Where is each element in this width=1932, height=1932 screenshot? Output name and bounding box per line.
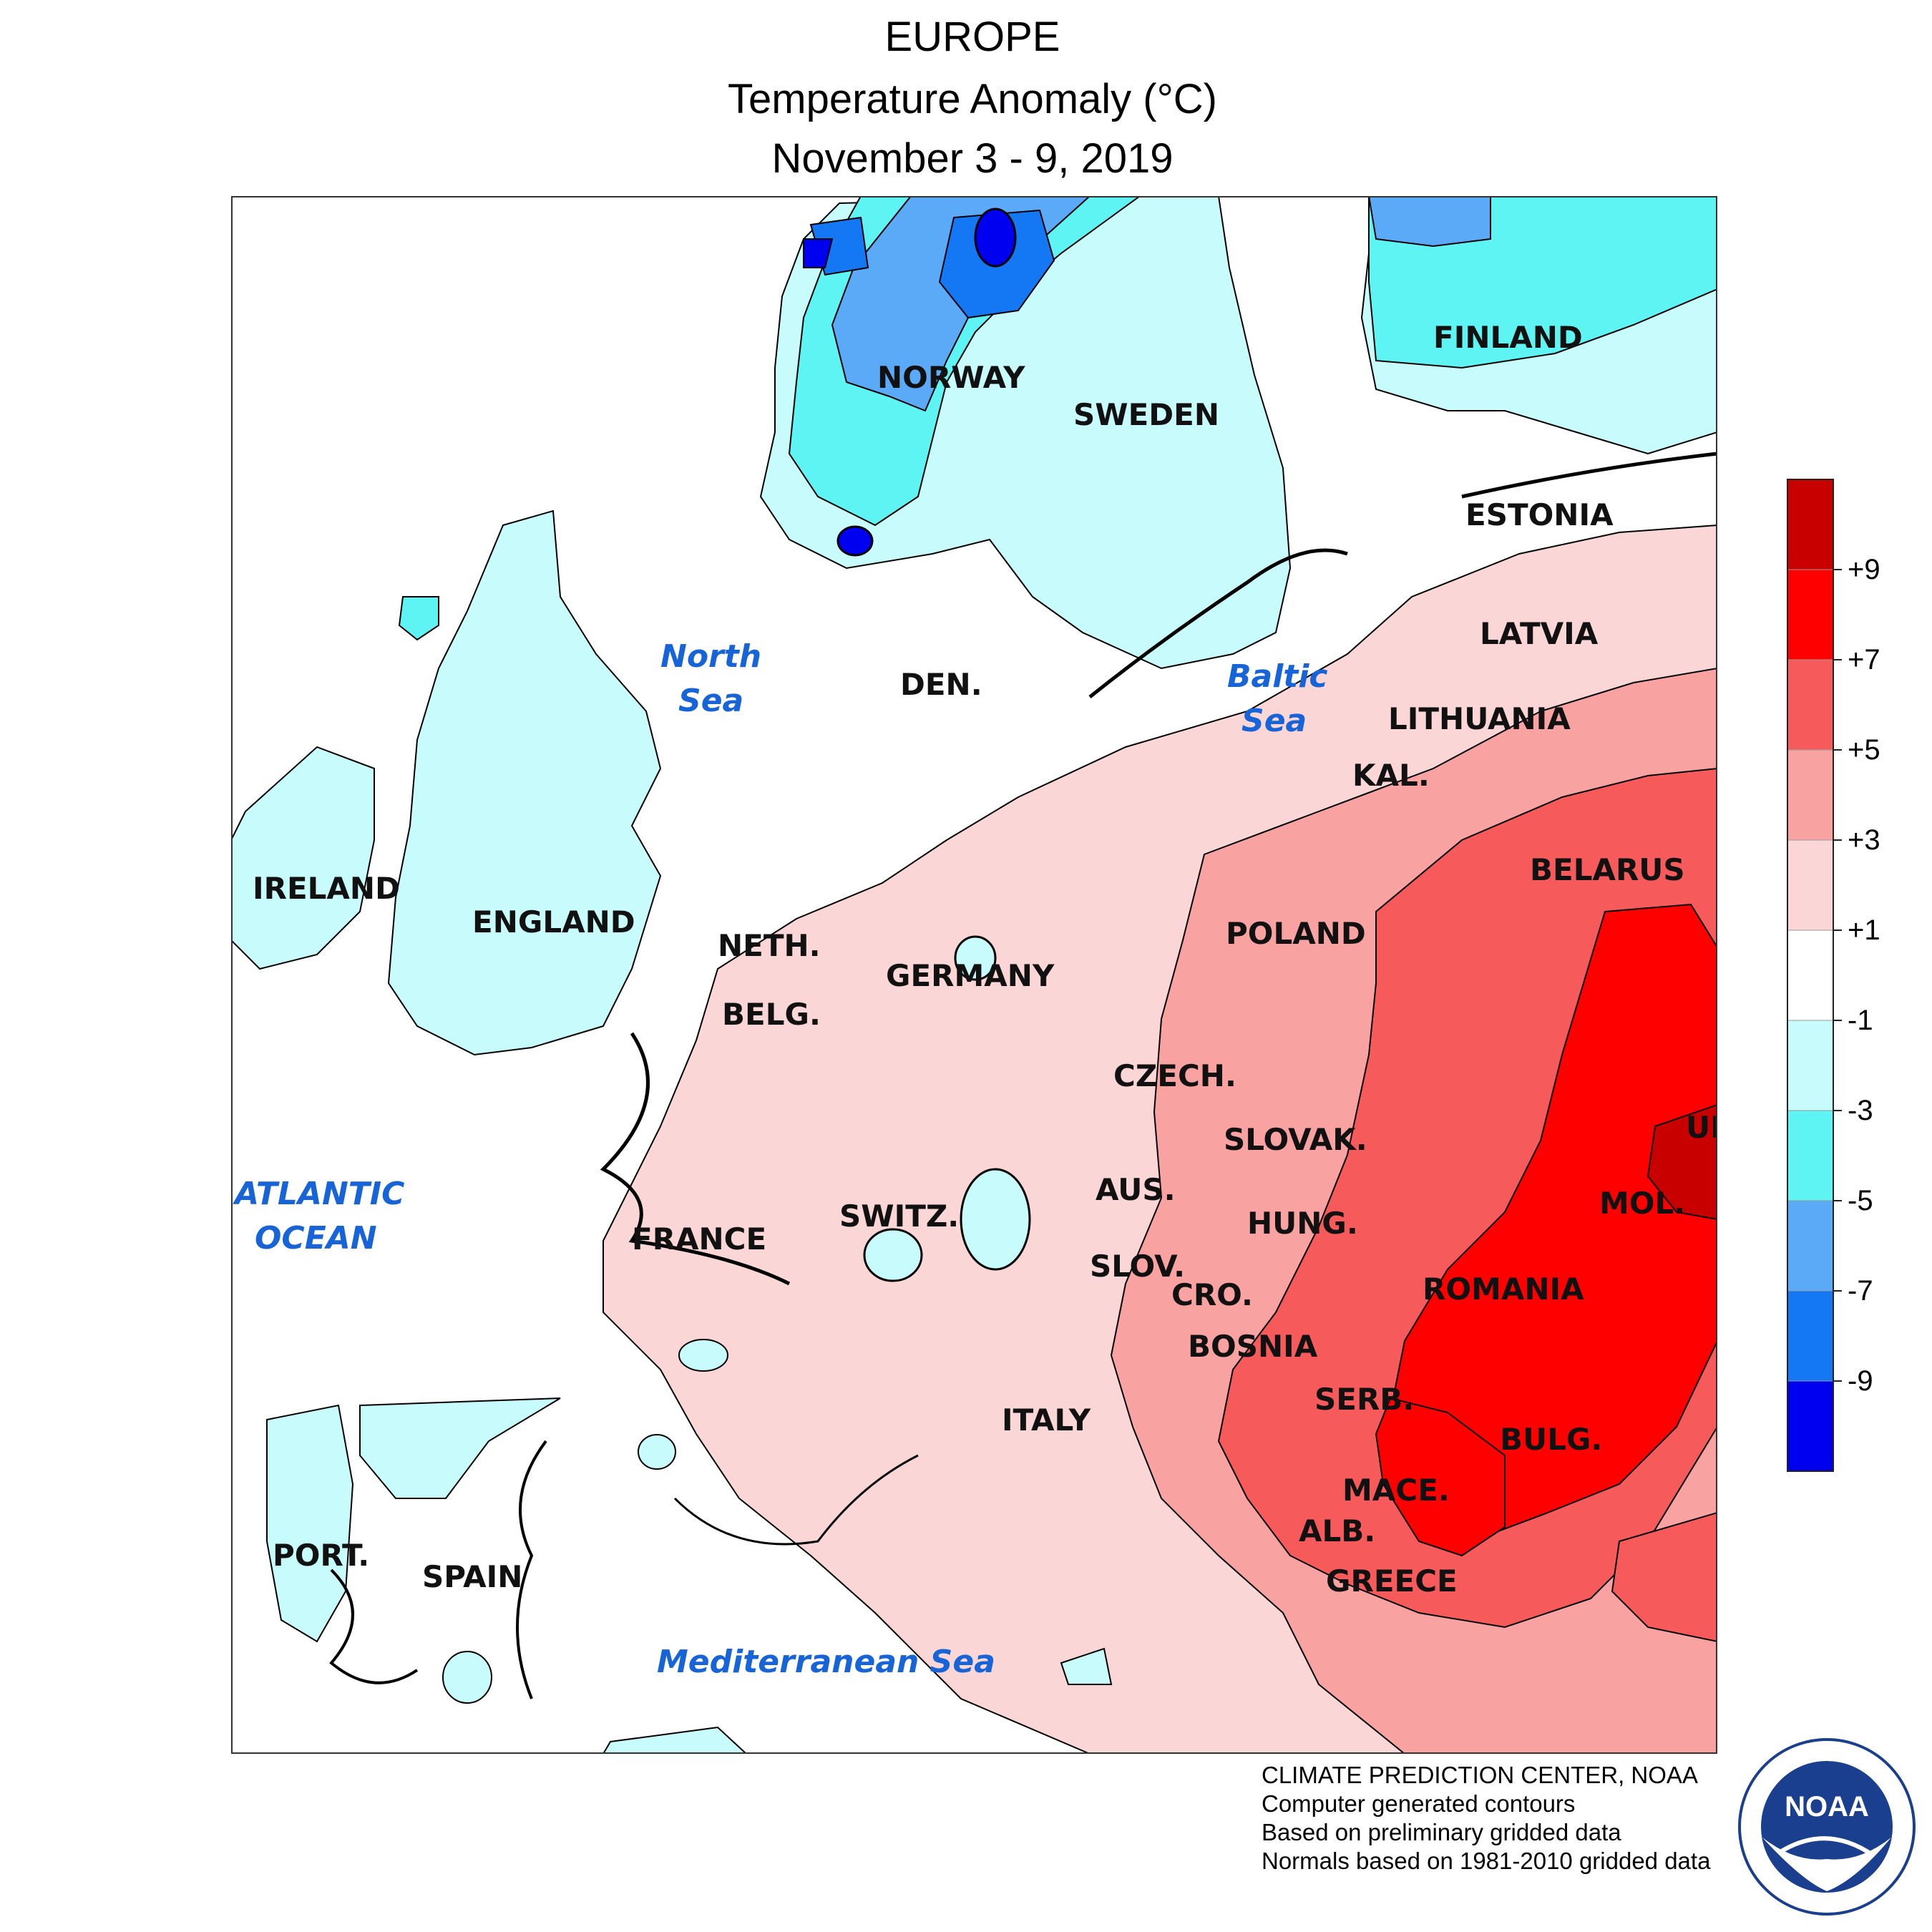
label-baltic-sea-line2: Sea	[1241, 703, 1307, 739]
noaa-logo-text: NOAA	[1785, 1791, 1869, 1823]
legend-tick-label: +1	[1848, 914, 1880, 946]
label-switz: SWITZ.	[839, 1199, 959, 1234]
label-bulg: BULG.	[1500, 1422, 1602, 1457]
british-isles-cool-anomaly	[231, 509, 662, 1056]
map-region-title: EUROPE	[884, 14, 1060, 60]
anomaly-color-legend: +9 +7 +5 +3 +1 -1 -3 -5 -7 -9	[1787, 479, 1880, 1472]
label-mol: MOL.	[1599, 1186, 1685, 1221]
label-spain: SPAIN	[422, 1559, 522, 1594]
credit-line-normals: Normals based on 1981-2010 gridded data	[1262, 1848, 1711, 1874]
label-estonia: ESTONIA	[1465, 497, 1614, 532]
label-aus: AUS.	[1096, 1172, 1176, 1207]
anomaly-contour-lines	[329, 452, 1717, 1699]
label-belarus: BELARUS	[1530, 852, 1685, 887]
legend-tick-label: +7	[1848, 644, 1880, 675]
label-norway: NORWAY	[877, 360, 1025, 395]
label-baltic-sea-line1: Baltic	[1227, 658, 1328, 695]
legend-tick-label: +9	[1848, 554, 1880, 585]
label-ireland: IRELAND	[253, 871, 400, 906]
label-slovak: SLOVAK.	[1224, 1122, 1367, 1157]
legend-tick-label: -9	[1848, 1365, 1873, 1397]
noaa-logo-icon: NOAA	[1738, 1738, 1916, 1916]
legend-swatches	[1787, 479, 1834, 1472]
legend-swatch	[1787, 1110, 1834, 1201]
label-belg: BELG.	[722, 997, 821, 1032]
label-france: FRANCE	[632, 1221, 766, 1257]
label-slov: SLOV.	[1090, 1249, 1185, 1284]
label-north-sea-line2: Sea	[678, 683, 743, 719]
label-neth: NETH.	[718, 928, 821, 963]
label-serb: SERB.	[1314, 1382, 1414, 1417]
legend-tick-label: -5	[1848, 1185, 1873, 1216]
credit-line-data: Based on preliminary gridded data	[1262, 1819, 1621, 1845]
legend-swatch	[1787, 1290, 1834, 1382]
label-north-sea-line1: North	[660, 638, 761, 675]
label-kal: KAL.	[1352, 758, 1430, 793]
legend-swatch	[1787, 749, 1834, 841]
cool-pockets	[266, 935, 1113, 1754]
eastern-europe-warm-anomaly	[602, 524, 1717, 1754]
label-cro: CRO.	[1171, 1277, 1253, 1312]
map-labels: NORWAY SWEDEN FINLAND ESTONIA LATVIA LIT…	[233, 320, 1717, 1680]
scandinavia-cold-anomaly	[759, 196, 1292, 670]
legend-swatch	[1787, 569, 1834, 660]
label-greece: GREECE	[1326, 1563, 1458, 1599]
legend-swatch	[1787, 839, 1834, 931]
label-poland: POLAND	[1226, 916, 1366, 951]
map-product-title: Temperature Anomaly (°C)	[728, 76, 1217, 122]
finland-cold-anomaly	[1360, 196, 1717, 455]
label-mediterranean-sea: Mediterranean Sea	[657, 1644, 995, 1680]
legend-tick-label: +3	[1848, 824, 1880, 856]
label-hung: HUNG.	[1247, 1206, 1358, 1241]
legend-swatch	[1787, 659, 1834, 751]
legend-swatch	[1787, 930, 1834, 1021]
legend-tick-label: -7	[1848, 1275, 1873, 1307]
label-latvia: LATVIA	[1480, 616, 1599, 651]
label-romania: ROMANIA	[1423, 1272, 1584, 1307]
legend-tick-label: +5	[1848, 734, 1880, 766]
label-port: PORT.	[273, 1538, 369, 1573]
legend-tick-label: -1	[1848, 1005, 1873, 1036]
label-alb: ALB.	[1299, 1513, 1375, 1548]
label-bosnia: BOSNIA	[1188, 1329, 1318, 1364]
label-mace: MACE.	[1342, 1473, 1450, 1508]
legend-swatch	[1787, 479, 1834, 570]
label-sweden: SWEDEN	[1073, 397, 1219, 432]
label-uk: UK	[1686, 1110, 1717, 1145]
map-period-title: November 3 - 9, 2019	[771, 135, 1174, 182]
label-germany: GERMANY	[886, 958, 1055, 993]
label-czech: CZECH.	[1113, 1058, 1236, 1093]
legend-tick-labels: +9 +7 +5 +3 +1 -1 -3 -5 -7 -9	[1833, 554, 1880, 1397]
legend-tick-label: -3	[1848, 1095, 1873, 1126]
label-atlantic-line2: OCEAN	[255, 1220, 377, 1257]
temperature-anomaly-map: NORWAY SWEDEN FINLAND ESTONIA LATVIA LIT…	[231, 196, 1717, 1754]
label-den: DEN.	[900, 667, 982, 702]
legend-swatch	[1787, 1200, 1834, 1292]
label-italy: ITALY	[1002, 1402, 1091, 1438]
label-england: ENGLAND	[472, 904, 635, 940]
legend-swatch	[1787, 1020, 1834, 1111]
label-finland: FINLAND	[1433, 320, 1583, 355]
legend-swatch	[1787, 1380, 1834, 1472]
credit-line-source: CLIMATE PREDICTION CENTER, NOAA	[1262, 1762, 1698, 1788]
label-atlantic-line1: ATLANTIC	[233, 1176, 404, 1212]
credit-line-method: Computer generated contours	[1262, 1790, 1576, 1817]
label-lithuania: LITHUANIA	[1388, 701, 1571, 736]
